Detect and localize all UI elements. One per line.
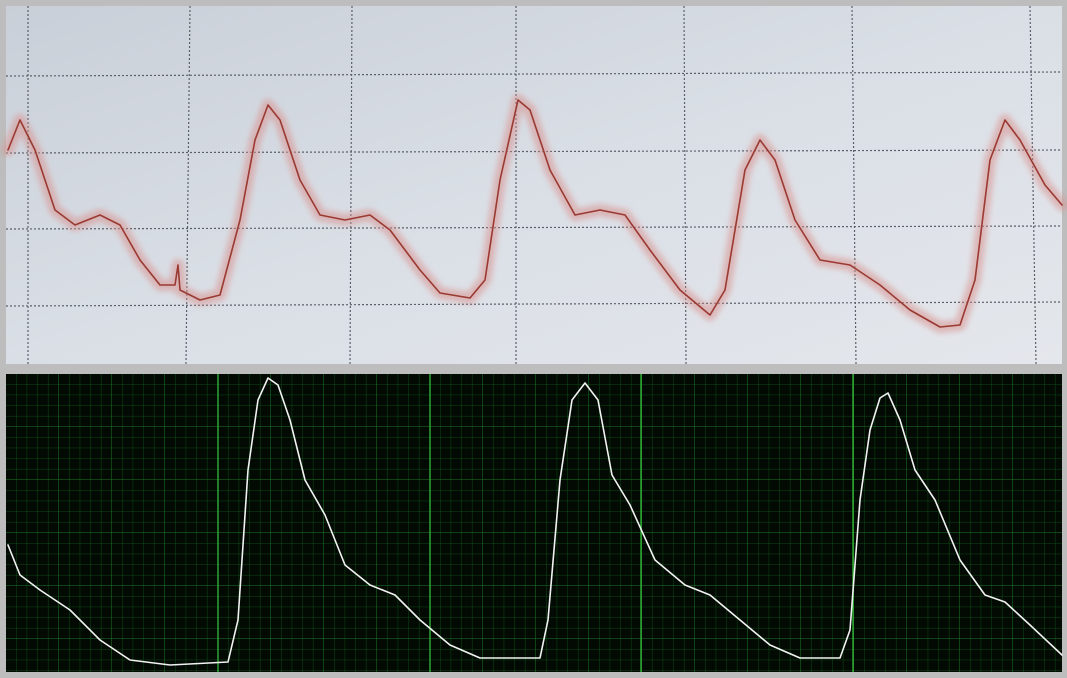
bottom-panel [6, 374, 1062, 672]
page [0, 0, 1067, 678]
top-panel [6, 6, 1062, 364]
composite-image [0, 0, 1067, 678]
major-grid [6, 374, 1062, 672]
